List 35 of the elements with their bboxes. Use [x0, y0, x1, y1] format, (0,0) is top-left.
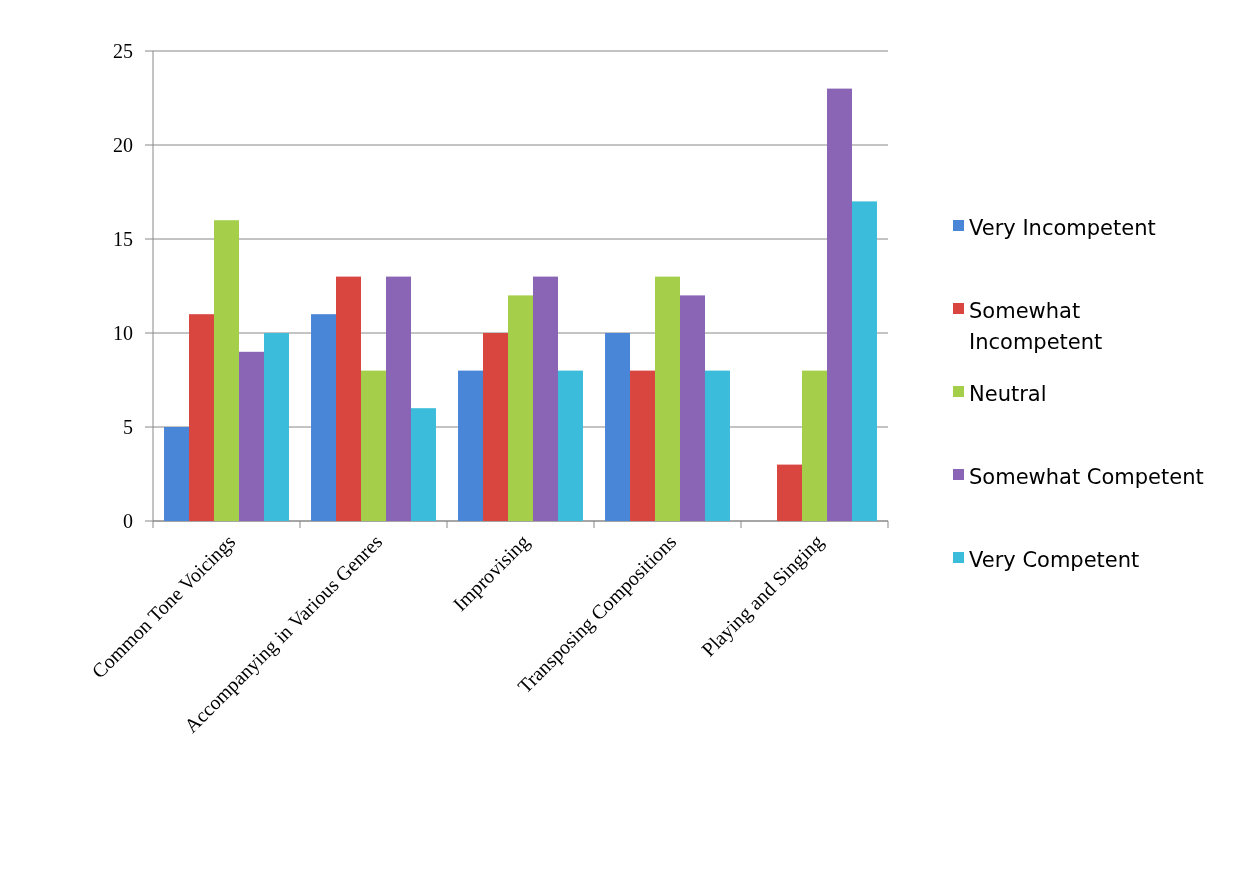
legend-label: Somewhat Competent — [969, 465, 1204, 490]
y-tick-label: 0 — [123, 510, 133, 532]
bar — [630, 370, 656, 521]
bar — [508, 295, 533, 521]
bar — [704, 370, 730, 521]
bar — [239, 351, 264, 521]
bar — [263, 333, 289, 521]
legend-label: Very Competent — [969, 548, 1140, 573]
bar — [336, 276, 362, 521]
y-tick-label: 25 — [113, 40, 133, 62]
bar — [533, 276, 558, 521]
bar — [777, 464, 803, 521]
y-tick-label: 20 — [113, 134, 133, 156]
legend-label: Very Incompetent — [969, 216, 1156, 241]
bar — [458, 370, 484, 521]
bar — [214, 220, 239, 521]
bar — [605, 333, 631, 521]
legend-label: Somewhat Incompetent — [969, 299, 1103, 355]
bar — [386, 276, 411, 521]
bar — [189, 314, 215, 521]
bar — [164, 427, 190, 521]
bar — [311, 314, 337, 521]
bar — [802, 370, 827, 521]
bar — [851, 201, 877, 521]
bar — [680, 295, 705, 521]
bar — [361, 370, 386, 521]
y-tick-label: 10 — [113, 322, 133, 344]
y-tick-label: 15 — [113, 228, 133, 250]
bar — [557, 370, 583, 521]
legend-label: Neutral — [969, 382, 1047, 407]
bar — [655, 276, 680, 521]
y-tick-label: 5 — [123, 416, 133, 438]
bar — [410, 408, 436, 521]
bar — [483, 333, 509, 521]
bar — [827, 88, 852, 521]
